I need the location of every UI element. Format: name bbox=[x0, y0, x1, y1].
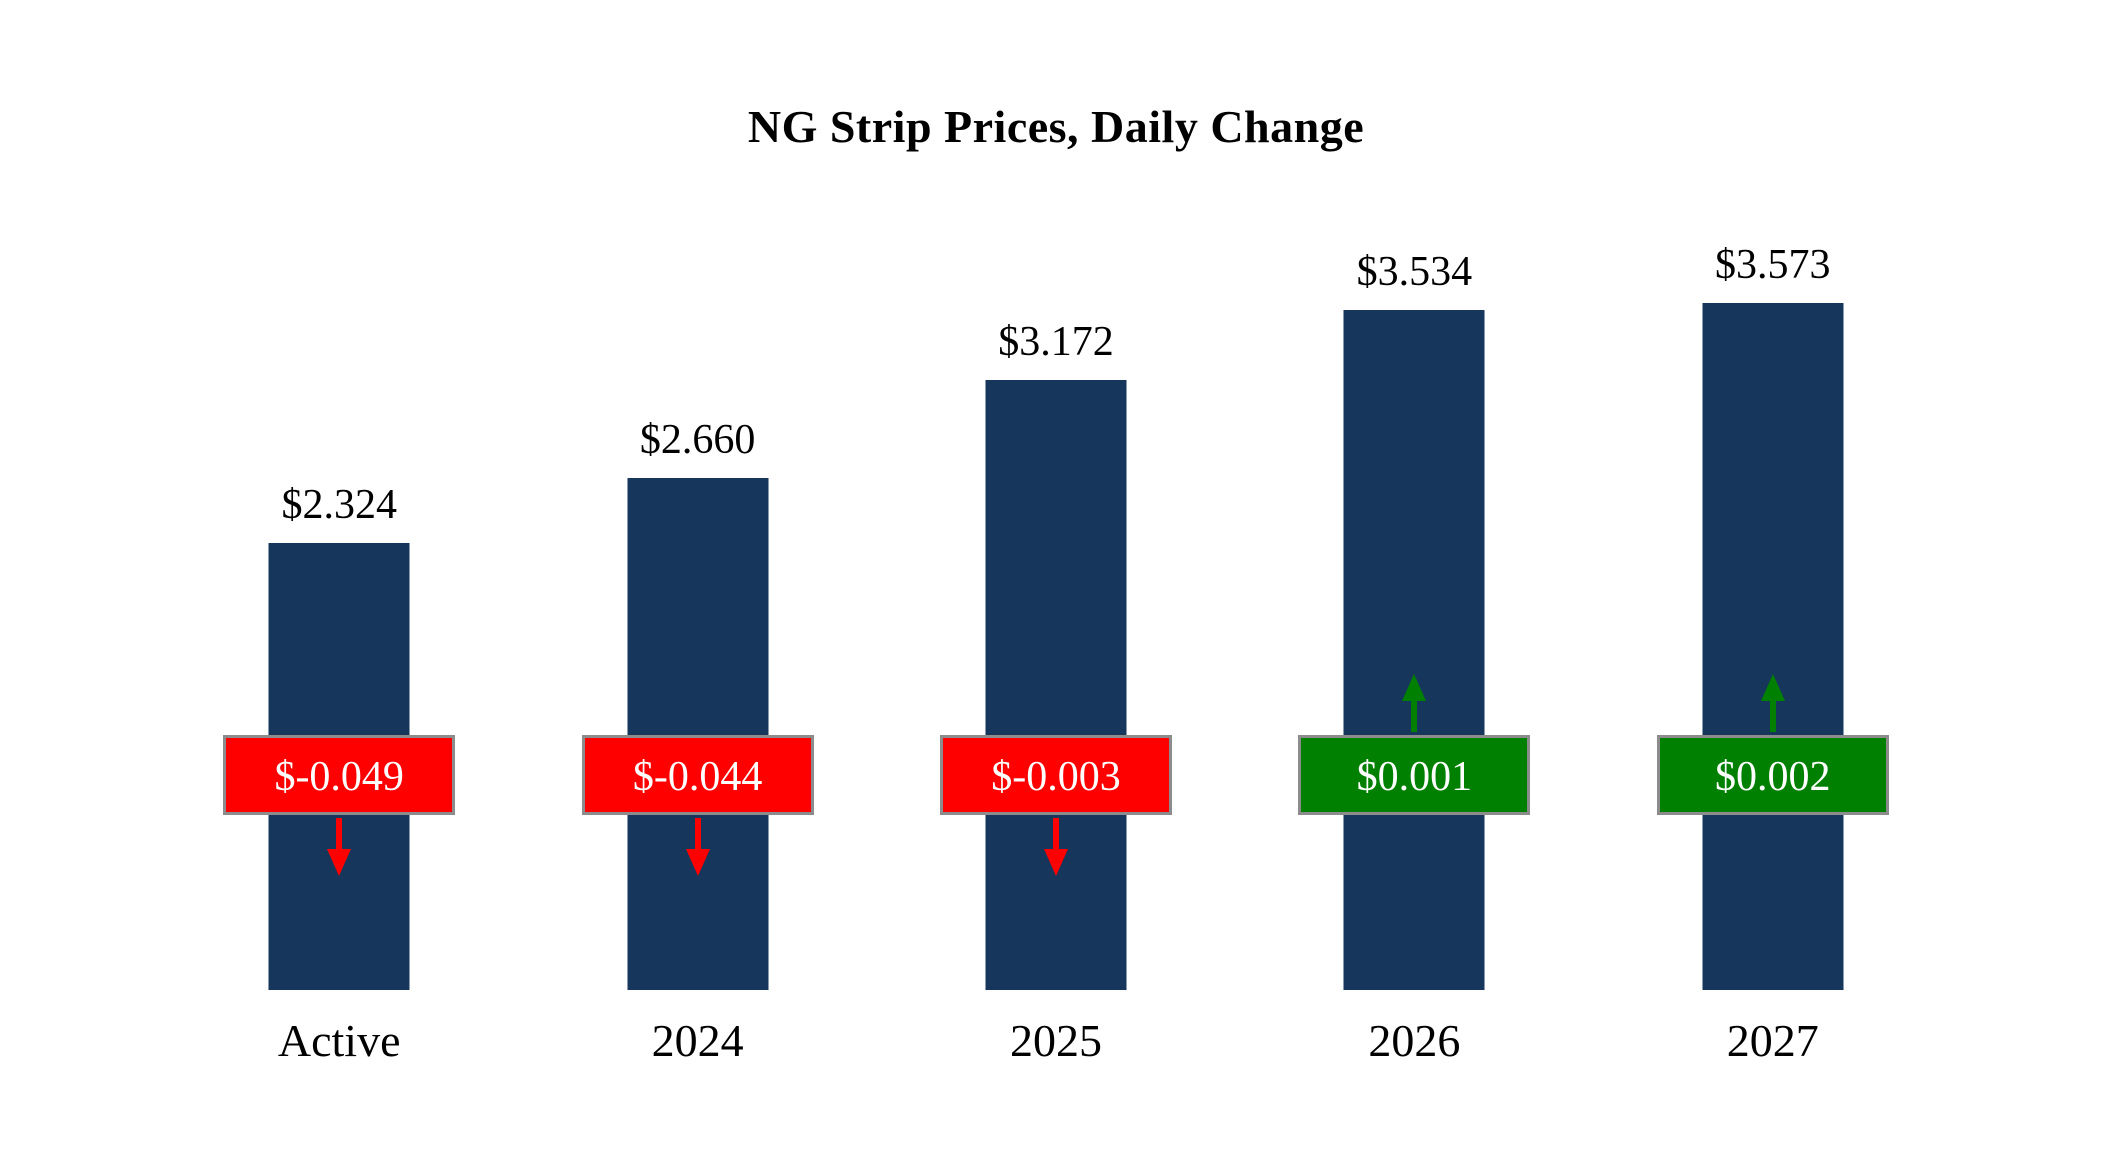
bar-value-label: $2.324 bbox=[281, 481, 397, 528]
chart-title: NG Strip Prices, Daily Change bbox=[747, 101, 1365, 152]
bar-group-2025: $3.172 $-0.003 2025 bbox=[877, 0, 1235, 1152]
down-arrow-icon bbox=[1036, 818, 1076, 876]
bar-group-2024: $2.660 $-0.044 2024 bbox=[518, 0, 876, 1152]
bar-value-label: $2.660 bbox=[639, 417, 756, 464]
bar-value-label: $3.573 bbox=[1715, 241, 1831, 288]
bar-value-label: $3.534 bbox=[1356, 249, 1473, 296]
daily-change-badge: $-0.003 bbox=[939, 735, 1172, 815]
up-arrow-icon bbox=[1394, 674, 1434, 732]
category-label: 2027 bbox=[1726, 1015, 1819, 1066]
bar bbox=[1343, 310, 1485, 990]
bar-value-label: $3.172 bbox=[998, 318, 1114, 365]
bar bbox=[627, 478, 769, 990]
up-arrow-icon bbox=[1753, 674, 1793, 732]
bar-group-active: $2.324 $-0.049 Active bbox=[160, 0, 518, 1152]
down-arrow-icon bbox=[678, 818, 718, 876]
category-label: Active bbox=[277, 1015, 401, 1066]
bar bbox=[985, 379, 1127, 990]
category-label: 2025 bbox=[1009, 1015, 1102, 1066]
bar-group-2027: $3.573 $0.002 2027 bbox=[1594, 0, 1952, 1152]
category-label: 2026 bbox=[1368, 1015, 1461, 1066]
bar bbox=[1702, 302, 1844, 990]
daily-change-badge: $-0.044 bbox=[581, 735, 814, 815]
daily-change-badge: $0.001 bbox=[1298, 735, 1531, 815]
daily-change-badge: $0.002 bbox=[1656, 735, 1889, 815]
category-label: 2024 bbox=[651, 1015, 744, 1066]
daily-change-badge: $-0.049 bbox=[223, 735, 456, 815]
bar-group-2026: $3.534 $0.001 2026 bbox=[1235, 0, 1593, 1152]
down-arrow-icon bbox=[319, 818, 359, 876]
